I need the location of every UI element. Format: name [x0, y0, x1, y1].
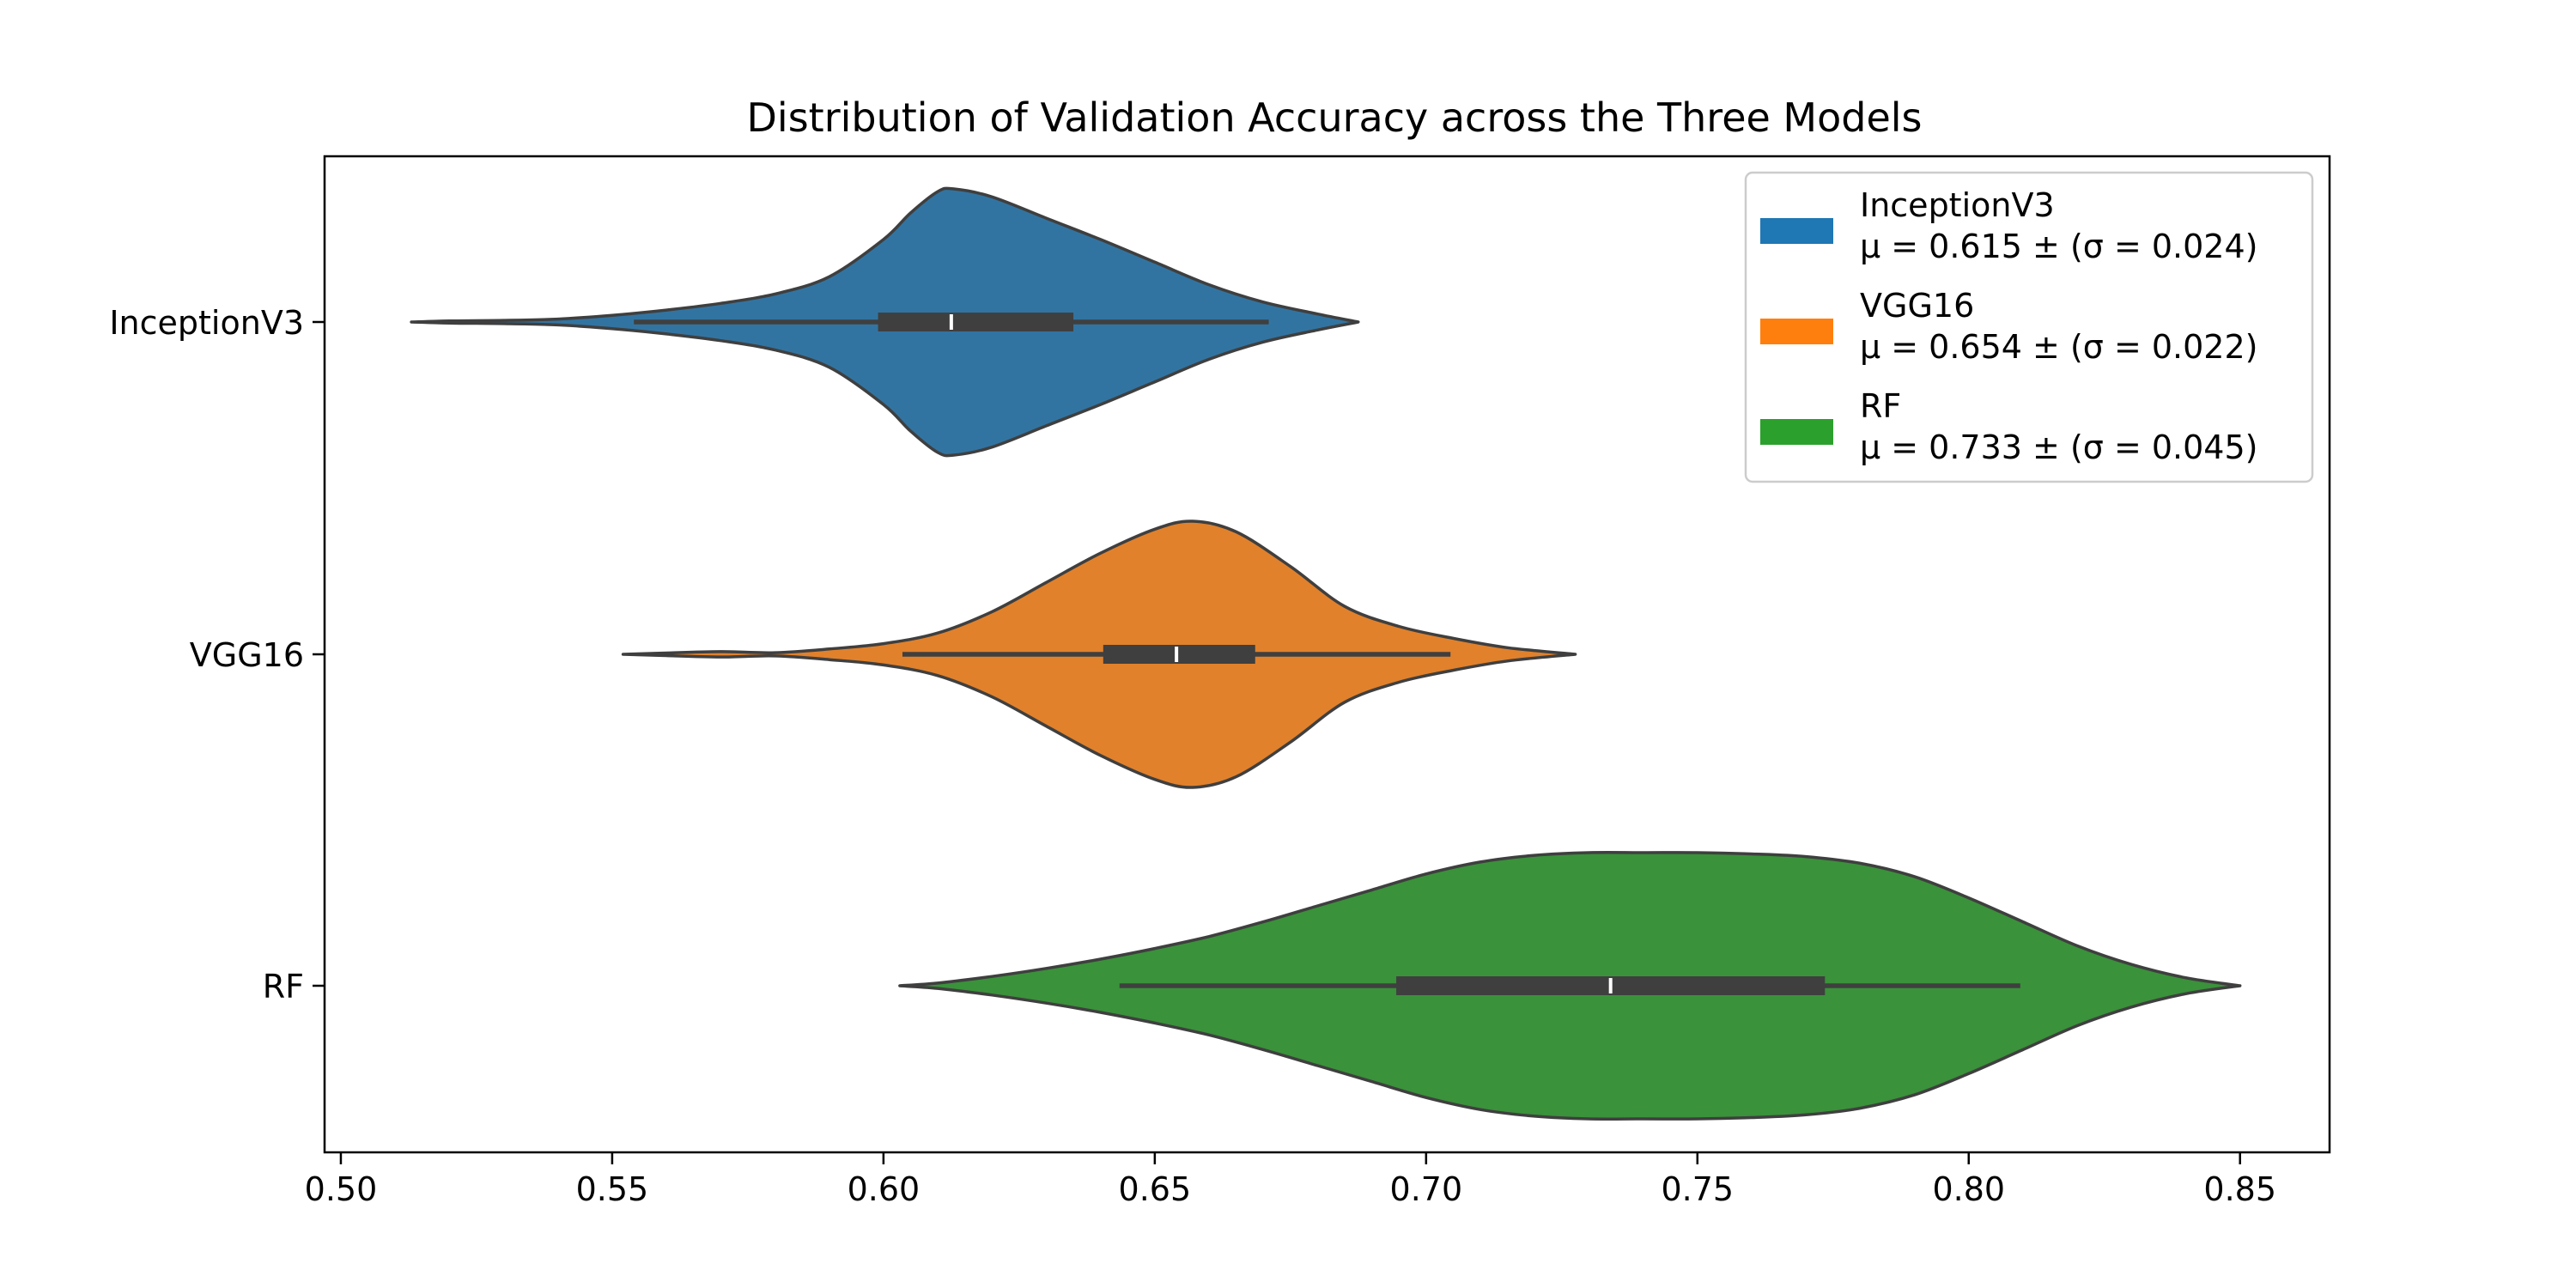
x-tick-label: 0.75 — [1661, 1170, 1734, 1208]
x-tick-label: 0.55 — [576, 1170, 649, 1208]
y-axis: InceptionV3 VGG16 RF — [109, 304, 325, 1005]
y-tick-label-inceptionv3: InceptionV3 — [109, 304, 304, 342]
violin-vgg16 — [621, 519, 1577, 789]
plot-area — [410, 186, 2242, 1121]
legend-swatch-inceptionv3 — [1760, 218, 1833, 244]
x-tick-label: 0.50 — [305, 1170, 378, 1208]
legend-label-inceptionv3: InceptionV3 — [1860, 186, 2055, 224]
x-axis: 0.50 0.55 0.60 0.65 0.70 0.75 0.80 0.85 — [305, 1152, 2276, 1208]
x-tick-label: 0.65 — [1119, 1170, 1192, 1208]
iqr-box-inceptionv3 — [878, 313, 1074, 331]
legend-frame — [1744, 171, 2314, 483]
legend-swatch-rf — [1760, 419, 1833, 445]
x-tick-label: 0.70 — [1390, 1170, 1463, 1208]
legend-stat-inceptionv3: μ = 0.615 ± (σ = 0.024) — [1860, 228, 2257, 265]
x-tick-label: 0.60 — [848, 1170, 920, 1208]
x-tick-label: 0.85 — [2203, 1170, 2276, 1208]
legend-stat-vgg16: μ = 0.654 ± (σ = 0.022) — [1860, 328, 2257, 366]
y-tick-label-vgg16: VGG16 — [190, 636, 304, 674]
x-tick-label: 0.80 — [1932, 1170, 2005, 1208]
legend-stat-rf: μ = 0.733 ± (σ = 0.045) — [1860, 428, 2257, 466]
y-tick-label-rf: RF — [263, 968, 304, 1005]
chart-title: Distribution of Validation Accuracy acro… — [747, 94, 1923, 141]
violin-rf — [898, 851, 2242, 1121]
legend-label-vgg16: VGG16 — [1860, 287, 1974, 325]
legend-swatch-vgg16 — [1760, 319, 1833, 344]
violin-inceptionv3 — [410, 186, 1360, 458]
iqr-box-vgg16 — [1103, 645, 1255, 664]
legend-label-rf: RF — [1860, 387, 1901, 425]
